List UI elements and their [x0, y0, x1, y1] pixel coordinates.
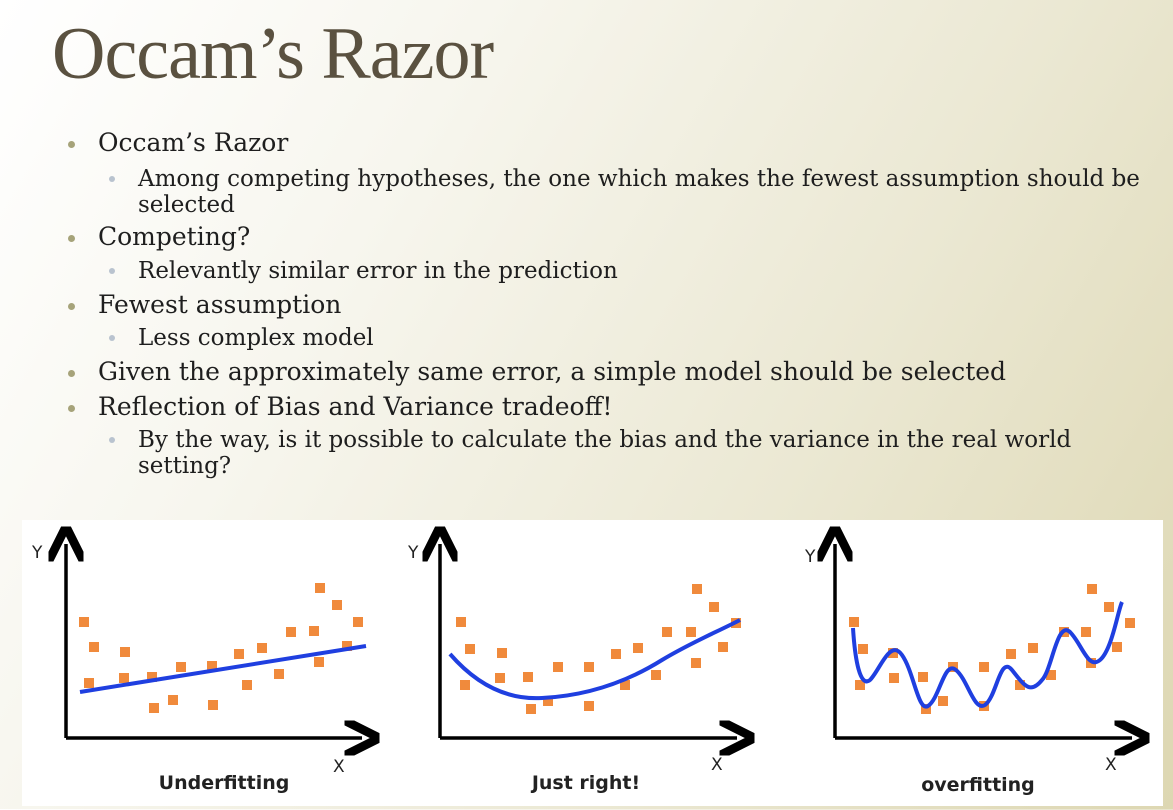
bullet-item: Reflection of Bias and Variance tradeoff…: [68, 392, 613, 421]
bullet-text: Relevantly similar error in the predicti…: [138, 258, 618, 284]
fit-curve: [851, 601, 1124, 709]
bullet-dot: [68, 405, 75, 412]
bullet-text: Given the approximately same error, a si…: [98, 357, 1007, 386]
caption-overfitting: overfitting: [921, 774, 1035, 796]
bullet-text: Reflection of Bias and Variance tradeoff…: [98, 392, 613, 421]
bullet-dot: [109, 437, 115, 443]
fitting-illustration: Y X Y X: [22, 520, 1163, 806]
bullet-dot: [68, 370, 75, 377]
bullet-dot: [109, 176, 115, 182]
bullet-item: Given the approximately same error, a si…: [68, 357, 1007, 386]
bullet-dot: [68, 141, 75, 148]
y-axis-label: Y: [407, 543, 419, 563]
sub-bullet-item: Among competing hypotheses, the one whic…: [109, 166, 1148, 218]
caption-underfitting: Underfitting: [158, 772, 290, 794]
slide-title: Occam’s Razor: [52, 13, 494, 95]
bullet-text: By the way, is it possible to calculate …: [138, 427, 1072, 479]
fit-curve: [448, 618, 741, 701]
panel-underfitting: Y X: [31, 543, 366, 777]
sub-bullet-item: Less complex model: [109, 325, 1148, 351]
x-axis-label: X: [711, 755, 723, 775]
caption-just-right: Just right!: [531, 772, 641, 794]
bullet-text: Competing?: [98, 222, 251, 251]
sub-bullet-item: Relevantly similar error in the predicti…: [109, 258, 1148, 284]
x-axis-label: X: [333, 757, 345, 777]
fitting-illustration-graphic: Y X Y X: [31, 520, 1163, 777]
y-axis-label: Y: [804, 547, 816, 567]
sub-bullet-item: By the way, is it possible to calculate …: [109, 427, 1148, 479]
bullet-dot: [68, 303, 75, 310]
bullet-dot: [109, 335, 115, 341]
bullet-item: Competing?: [68, 222, 251, 251]
data-points: [456, 584, 741, 714]
bullet-item: Occam’s Razor: [68, 128, 289, 157]
bullet-item: Fewest assumption: [68, 290, 342, 319]
bullet-dot: [68, 235, 75, 242]
bullet-text: Less complex model: [138, 325, 374, 351]
bullet-text: Among competing hypotheses, the one whic…: [138, 166, 1140, 218]
bullet-text: Occam’s Razor: [98, 128, 289, 157]
bullet-text: Fewest assumption: [98, 290, 342, 319]
bullet-dot: [109, 268, 115, 274]
data-points: [79, 583, 363, 713]
x-axis-label: X: [1105, 755, 1117, 775]
panel-just-right: Y X: [407, 543, 741, 775]
panel-overfitting: Y X: [804, 544, 1135, 775]
fit-curve: [79, 644, 367, 694]
y-axis-label: Y: [31, 543, 43, 563]
